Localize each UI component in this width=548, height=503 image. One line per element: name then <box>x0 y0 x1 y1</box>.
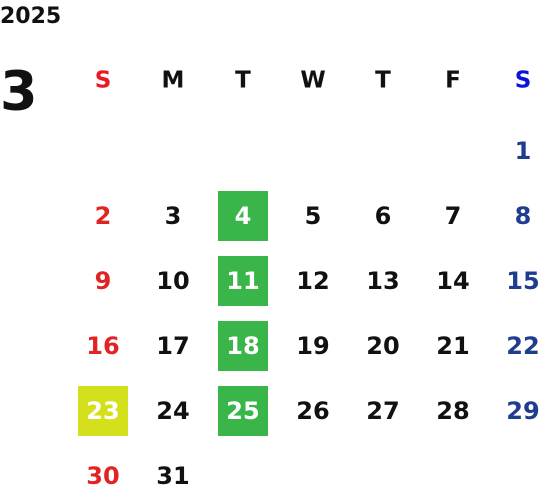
day: 31 <box>156 462 189 490</box>
day: 10 <box>156 267 189 295</box>
weekday-label: T <box>375 68 391 94</box>
day: 18 <box>226 332 259 360</box>
day-highlight <box>218 386 268 436</box>
day: 22 <box>506 332 539 360</box>
day-highlight <box>218 191 268 241</box>
day: 5 <box>305 202 322 230</box>
day-highlight <box>218 321 268 371</box>
day: 26 <box>296 397 329 425</box>
day: 19 <box>296 332 329 360</box>
day: 27 <box>366 397 399 425</box>
day-highlight <box>78 386 128 436</box>
weekday-label: S <box>515 68 532 94</box>
weekday-label: F <box>445 68 461 94</box>
day: 16 <box>86 332 119 360</box>
day: 23 <box>86 397 119 425</box>
day: 30 <box>86 462 119 490</box>
day: 4 <box>235 202 252 230</box>
year: 2025 <box>0 4 61 29</box>
day: 25 <box>226 397 259 425</box>
day: 17 <box>156 332 189 360</box>
day: 29 <box>506 397 539 425</box>
day: 8 <box>515 202 532 230</box>
day: 28 <box>436 397 469 425</box>
day: 24 <box>156 397 189 425</box>
day: 3 <box>165 202 182 230</box>
day: 14 <box>436 267 469 295</box>
day-highlight <box>218 256 268 306</box>
day: 1 <box>515 137 532 165</box>
day: 15 <box>506 267 539 295</box>
month: 3 <box>0 60 38 123</box>
weekday-label: T <box>235 68 251 94</box>
day: 11 <box>226 267 259 295</box>
weekday-label: M <box>162 68 185 94</box>
day: 20 <box>366 332 399 360</box>
day: 21 <box>436 332 469 360</box>
day: 6 <box>375 202 392 230</box>
day: 7 <box>445 202 462 230</box>
day: 2 <box>95 202 112 230</box>
day: 12 <box>296 267 329 295</box>
weekday-label: W <box>300 68 325 94</box>
weekday-label: S <box>95 68 112 94</box>
day: 9 <box>95 267 112 295</box>
day: 13 <box>366 267 399 295</box>
